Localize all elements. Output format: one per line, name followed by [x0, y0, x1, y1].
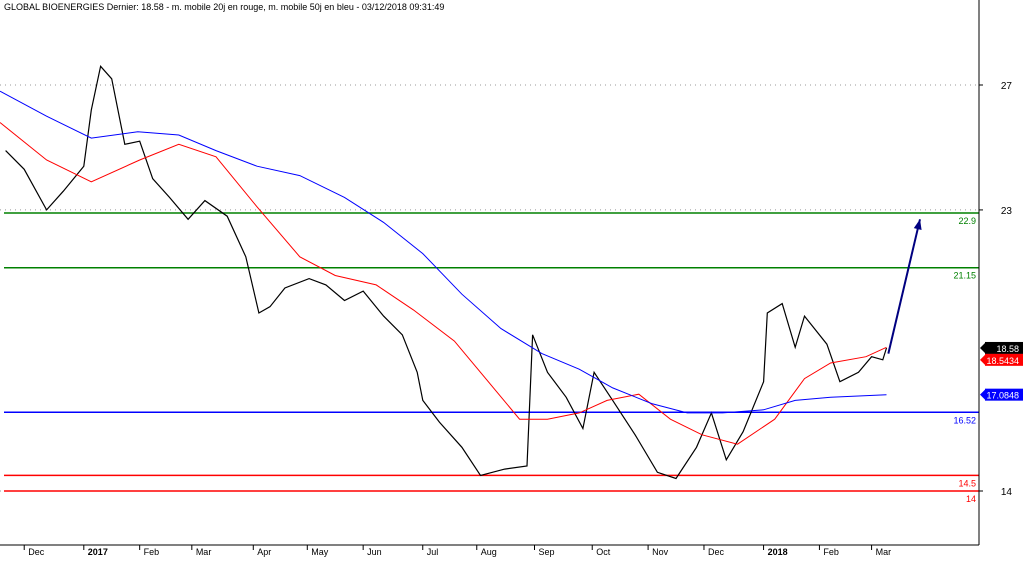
level-label-14.5: 14.5: [958, 478, 976, 488]
x-tick-label-1: 2017: [88, 547, 108, 557]
trend-arrow-head: [913, 219, 922, 230]
annotations: [887, 219, 922, 354]
badge-pointer-18.5434: [980, 354, 985, 365]
x-tick-label-14: Feb: [823, 547, 839, 557]
badge-pointer-18.58: [980, 342, 985, 353]
level-label-22.9: 22.9: [958, 216, 976, 226]
price-line: [5, 65, 888, 480]
x-tick-label-0: Dec: [28, 547, 45, 557]
x-tick-label-10: Oct: [596, 547, 611, 557]
axes: [0, 0, 980, 546]
chart-title: GLOBAL BIOENERGIES Dernier: 18.58 - m. m…: [4, 2, 444, 12]
x-tick-label-8: Aug: [481, 547, 497, 557]
ma50-line: [0, 90, 887, 414]
badge-bg-18.58: [985, 341, 1023, 354]
y-tick-label-27: 27: [1001, 81, 1013, 92]
trend-arrow-line: [887, 219, 921, 354]
x-tick-label-11: Nov: [652, 547, 669, 557]
x-tick-label-3: Mar: [196, 547, 212, 557]
level-label-14: 14: [966, 494, 976, 504]
ma20-line: [0, 122, 887, 445]
y-axis-ticks: 27 23 14: [979, 81, 1012, 498]
badge-label-18.58: 18.58: [996, 344, 1019, 354]
badge-label-18.5434: 18.5434: [986, 356, 1019, 366]
y-tick-label-14: 14: [1001, 487, 1013, 498]
badge-bg-17.0848: [985, 388, 1023, 401]
x-tick-label-12: Dec: [708, 547, 725, 557]
x-tick-label-7: Jul: [427, 547, 439, 557]
x-tick-label-15: Mar: [876, 547, 892, 557]
y-tick-label-23: 23: [1001, 206, 1013, 217]
level-label-16.52: 16.52: [953, 415, 976, 425]
x-tick-label-9: Sep: [538, 547, 554, 557]
x-tick-label-6: Jun: [367, 547, 382, 557]
badge-label-17.0848: 17.0848: [986, 391, 1019, 401]
badge-pointer-17.0848: [980, 389, 985, 400]
level-label-21.15: 21.15: [953, 271, 976, 281]
series-layer: [0, 65, 888, 480]
x-tick-label-2: Feb: [144, 547, 160, 557]
value-badges: 18.58 18.5434 17.0848: [980, 341, 1023, 401]
horizontal-levels: 22.9 21.15 16.52 14.5 14: [4, 212, 979, 504]
x-tick-label-4: Apr: [257, 547, 271, 557]
x-tick-label-5: May: [311, 547, 329, 557]
x-axis-ticks: Dec 2017 Feb Mar Apr May Jun Jul Aug Sep Oct Nov Dec…: [23, 545, 892, 557]
x-tick-label-13: 2018: [768, 547, 788, 557]
badge-bg-18.5434: [985, 353, 1023, 366]
